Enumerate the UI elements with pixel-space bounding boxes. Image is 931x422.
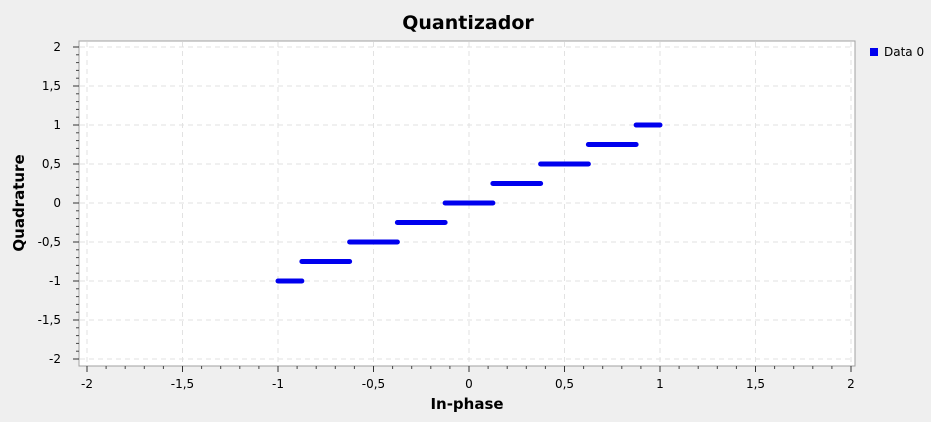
y-tick-label: 1 bbox=[53, 118, 61, 132]
x-tick-label: -1 bbox=[272, 377, 284, 391]
y-tick-label: -2 bbox=[49, 352, 61, 366]
x-tick-label: 0 bbox=[465, 377, 473, 391]
y-tick-label: -1,5 bbox=[38, 313, 61, 327]
x-tick-label: 0,5 bbox=[555, 377, 574, 391]
x-axis-label: In-phase bbox=[430, 395, 503, 413]
axis-ticks: -2 -1,5 -1 -0,5 0 0,5 1 1,5 2 -2 -1,5 -1 -0,5 0 0,5 1 1,… bbox=[38, 40, 855, 391]
x-tick-label: 1 bbox=[656, 377, 664, 391]
y-axis-label: Quadrature bbox=[10, 154, 28, 251]
x-tick-label: -0,5 bbox=[362, 377, 385, 391]
x-tick-label: 2 bbox=[847, 377, 855, 391]
y-tick-label: 1,5 bbox=[42, 79, 61, 93]
legend-entry-data-0: Data 0 bbox=[884, 45, 924, 59]
y-tick-label: 2 bbox=[53, 40, 61, 54]
legend-swatch-data-0 bbox=[870, 48, 878, 56]
x-tick-label: -2 bbox=[81, 377, 93, 391]
chart-title: Quantizador bbox=[402, 12, 534, 34]
y-tick-label: 0,5 bbox=[42, 157, 61, 171]
data-marks bbox=[275, 122, 663, 284]
y-tick-label: -1 bbox=[49, 274, 61, 288]
grid-lines bbox=[80, 42, 854, 365]
y-tick-label: -0,5 bbox=[38, 235, 61, 249]
y-tick-label: 0 bbox=[53, 196, 61, 210]
x-tick-label: 1,5 bbox=[746, 377, 765, 391]
legend[interactable]: Data 0 bbox=[870, 45, 924, 59]
x-tick-label: -1,5 bbox=[171, 377, 194, 391]
